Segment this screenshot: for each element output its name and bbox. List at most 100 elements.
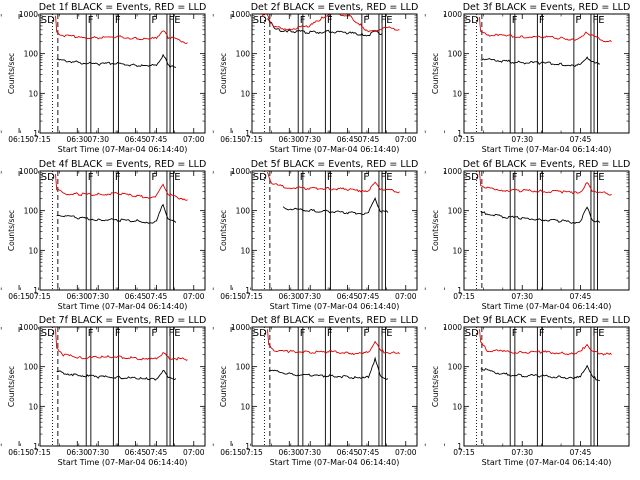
plot-frame — [251, 13, 418, 134]
y-tick-label: 1 — [33, 286, 38, 295]
y-tick-label: 1000 — [231, 10, 250, 19]
flag-label: F — [327, 172, 333, 183]
y-tick-label: 100 — [24, 207, 39, 216]
flag-label: F — [300, 328, 306, 339]
flag-label: F — [539, 328, 545, 339]
x-tick-label: 06:45 — [125, 135, 147, 144]
x-axis-label: Start Time (07-Mar-04 06:14:40) — [482, 145, 612, 154]
x-tick-label: 07:30 — [511, 292, 533, 301]
y-axis-label: Counts/sec — [431, 53, 440, 94]
flag-label: F — [363, 15, 369, 26]
flag-label: SD — [253, 172, 267, 183]
x-tick-label: 07:30 — [87, 292, 109, 301]
x-tick-label: 07:45 — [146, 135, 168, 144]
panel-title: Det 4f BLACK = Events, RED = LLD — [39, 159, 207, 170]
x-tick-label: 07:30 — [299, 292, 321, 301]
x-tick-label: 07:45 — [570, 292, 592, 301]
flag-label: SD — [465, 172, 479, 183]
x-tick-label: 06:30 — [278, 135, 300, 144]
flag-label: F — [363, 328, 369, 339]
flag-label: F — [115, 328, 121, 339]
x-tick-label: 07:15 — [241, 448, 263, 457]
data-layer — [55, 174, 188, 224]
detector-panel-9: Det 9f BLACK = Events, RED = LLD Counts/s… — [220, 315, 630, 467]
flag-label: FE — [593, 15, 605, 26]
panel-title: Det 1f BLACK = Events, RED = LLD — [39, 2, 207, 13]
events-series-line — [282, 196, 389, 215]
flag-label: F — [151, 172, 157, 183]
x-tick-label: 06:30 — [278, 448, 300, 457]
panel-title: Det 5f BLACK = Events, RED = LLD — [251, 159, 419, 170]
lld-series-line — [55, 328, 188, 361]
y-tick-label: 1000 — [231, 323, 250, 332]
flag-label: SD — [41, 15, 55, 26]
y-tick-label: 1000 — [231, 167, 250, 176]
y-axis-label: Counts/sec — [219, 53, 228, 94]
events-series-line — [480, 364, 600, 381]
flag-label: SD — [253, 15, 267, 26]
flag-label: F — [512, 172, 518, 183]
data-layer — [55, 328, 188, 381]
flag-label: F — [512, 15, 518, 26]
flag-label: F — [88, 172, 94, 183]
y-tick-label: 10 — [28, 402, 38, 411]
lld-series-line — [55, 174, 188, 201]
panel-title: Det 9f BLACK = Events, RED = LLD — [463, 315, 631, 326]
flag-label: F — [300, 15, 306, 26]
plot-frame — [251, 326, 418, 447]
x-tick-label: 07:45 — [570, 135, 592, 144]
data-layer — [267, 329, 400, 380]
y-tick-label: 10 — [240, 246, 250, 255]
lld-series-line — [267, 329, 400, 356]
x-tick-label: 07:30 — [87, 135, 109, 144]
y-tick-label: 100 — [448, 50, 463, 59]
y-tick-label: 10 — [28, 89, 38, 98]
detector-panel-4: Det 4f BLACK = Events, RED = LLD Counts/s… — [0, 159, 206, 311]
x-tick-label: 07:15 — [453, 448, 475, 457]
flag-label: FE — [169, 15, 181, 26]
flag-label: F — [539, 172, 545, 183]
y-axis-label: Counts/sec — [7, 210, 16, 251]
y-tick-label: 10 — [452, 246, 462, 255]
flag-label: FE — [593, 172, 605, 183]
y-tick-label: 10 — [452, 89, 462, 98]
x-tick-label: 07:45 — [358, 448, 380, 457]
panel-title: Det 6f BLACK = Events, RED = LLD — [463, 159, 631, 170]
x-tick-label: 06:15 — [220, 135, 242, 144]
flag-label: F — [575, 172, 581, 183]
data-layer — [479, 329, 612, 381]
x-tick-label: 06:15 — [8, 448, 30, 457]
data-layer — [267, 171, 400, 215]
events-series-line — [480, 206, 601, 224]
flag-label: F — [151, 15, 157, 26]
x-tick-label: 06:45 — [337, 448, 359, 457]
flag-label: F — [327, 328, 333, 339]
x-tick-label: 07:45 — [146, 292, 168, 301]
y-axis-label: Counts/sec — [431, 210, 440, 251]
x-tick-label: 07:30 — [87, 448, 109, 457]
lld-series-line — [261, 14, 400, 33]
x-tick-label: 06:15 — [8, 292, 30, 301]
events-series-line — [268, 356, 389, 380]
x-tick-label: 07:45 — [146, 448, 168, 457]
y-tick-label: 1 — [245, 129, 250, 138]
x-tick-label: 07:00 — [183, 135, 205, 144]
events-series-line — [56, 369, 177, 381]
lld-series-line — [479, 329, 612, 356]
x-tick-label: 06:30 — [66, 448, 88, 457]
y-tick-label: 100 — [24, 363, 39, 372]
x-tick-label: 07:30 — [511, 135, 533, 144]
flag-label: F — [539, 15, 545, 26]
flag-label: FE — [381, 328, 393, 339]
events-series-line — [480, 56, 600, 68]
y-tick-label: 10 — [28, 246, 38, 255]
x-axis-label: Start Time (07-Mar-04 06:14:40) — [58, 145, 188, 154]
x-axis-label: Start Time (07-Mar-04 06:14:40) — [270, 145, 400, 154]
detector-panel-3: Det 3f BLACK = Events, RED = LLD Counts/s… — [220, 2, 630, 154]
y-tick-label: 1 — [33, 442, 38, 451]
y-tick-label: 100 — [236, 363, 251, 372]
x-tick-label: 07:00 — [395, 135, 417, 144]
y-tick-label: 1000 — [19, 167, 38, 176]
y-tick-label: 1 — [457, 129, 462, 138]
y-axis-label: Counts/sec — [7, 366, 16, 407]
